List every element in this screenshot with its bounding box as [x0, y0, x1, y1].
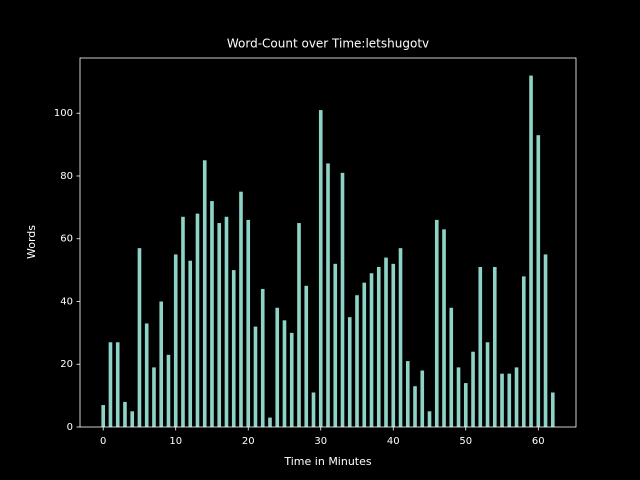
x-tick-label: 0: [100, 436, 106, 447]
bar: [246, 219, 251, 427]
bar: [427, 411, 432, 427]
x-tick-label: 50: [459, 436, 472, 447]
bar: [311, 392, 316, 427]
bar: [159, 301, 164, 427]
x-tick-label: 20: [242, 436, 255, 447]
bar: [536, 135, 541, 427]
y-tick-label: 0: [67, 422, 73, 433]
bar: [239, 191, 243, 427]
bar: [376, 266, 381, 427]
bar: [369, 273, 374, 427]
bar: [434, 219, 439, 427]
bar: [340, 172, 345, 427]
bar: [529, 75, 533, 428]
y-tick-label: 20: [60, 359, 73, 370]
bar: [268, 417, 272, 427]
bar: [355, 295, 359, 427]
y-axis-label: Words: [25, 225, 38, 259]
bar: [260, 288, 265, 427]
y-tick-label: 100: [54, 108, 73, 119]
bar: [326, 163, 330, 427]
bar: [231, 270, 236, 427]
bar: [485, 342, 490, 427]
bar: [123, 401, 127, 427]
bar: [253, 326, 258, 427]
bar: [202, 160, 207, 427]
bar: [347, 317, 352, 427]
bar: [137, 248, 142, 427]
bar: [210, 201, 214, 427]
y-tick-label: 40: [60, 296, 73, 307]
bar: [478, 266, 483, 427]
bar: [550, 392, 555, 427]
bar: [282, 320, 287, 427]
bar: [420, 370, 425, 427]
y-tick-label: 80: [60, 171, 73, 182]
x-tick-label: 30: [314, 436, 327, 447]
bar: [521, 276, 526, 427]
bar: [224, 216, 229, 427]
bar: [333, 263, 338, 427]
bar: [130, 411, 135, 427]
bar: [173, 254, 178, 427]
bar: [507, 373, 512, 427]
x-tick-label: 40: [387, 436, 400, 447]
bar: [398, 248, 403, 427]
bar: [188, 260, 193, 427]
bar: [500, 373, 504, 427]
bar: [101, 405, 106, 427]
bar: [405, 361, 410, 427]
x-axis-label: Time in Minutes: [283, 455, 372, 468]
bar: [304, 285, 309, 427]
bar: [362, 282, 367, 427]
x-tick-label: 10: [169, 436, 182, 447]
bar: [318, 110, 323, 427]
bar: [391, 263, 396, 427]
bar: [275, 307, 280, 427]
bar: [115, 342, 120, 427]
bar: [492, 266, 497, 427]
bar: [289, 332, 294, 427]
chart-title: Word-Count over Time:letshugotv: [227, 37, 429, 51]
bar: [456, 367, 461, 427]
bar: [384, 257, 388, 427]
bar: [181, 216, 185, 427]
bar: [543, 254, 548, 427]
bar: [144, 323, 149, 427]
bar: [442, 229, 446, 427]
bar: [152, 367, 156, 427]
bar: [166, 354, 171, 427]
bar: [471, 351, 475, 427]
bar: [217, 223, 222, 427]
bar: [297, 223, 301, 427]
bar: [195, 213, 200, 427]
bar: [449, 307, 454, 427]
y-tick-label: 60: [60, 234, 73, 245]
bar: [514, 367, 519, 427]
bar: [463, 383, 468, 427]
x-tick-label: 60: [532, 436, 545, 447]
bar: [108, 342, 113, 427]
bar: [413, 386, 417, 427]
plot-frame: [79, 57, 577, 428]
